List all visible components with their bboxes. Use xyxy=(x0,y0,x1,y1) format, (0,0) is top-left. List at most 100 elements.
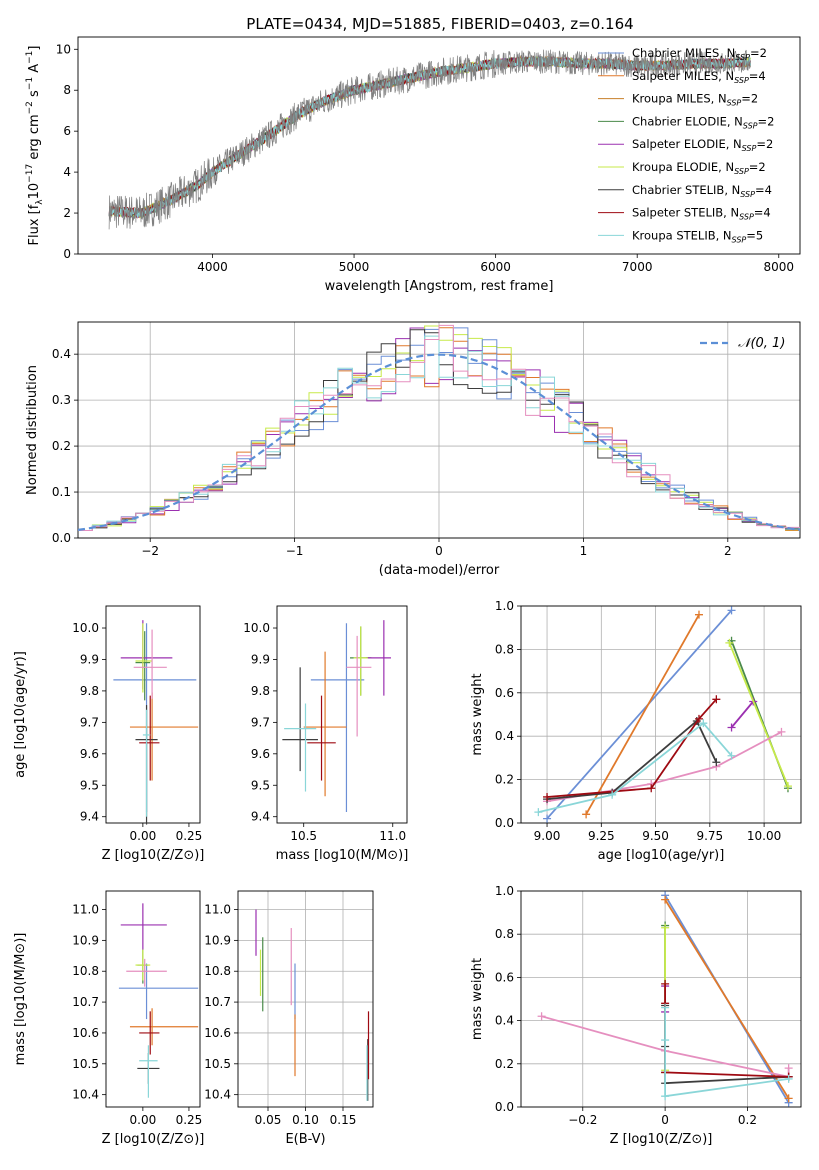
weight-marker xyxy=(783,782,792,791)
y-axis-label: mass weight xyxy=(470,673,485,755)
histogram-area xyxy=(78,324,800,531)
weight-marker xyxy=(582,810,591,819)
legend-label: Salpeter MILES, NSSP=4 xyxy=(632,69,766,85)
x-tick-label: 9.00 xyxy=(534,829,561,843)
x-tick-label: 0.2 xyxy=(738,1113,757,1127)
weight-marker xyxy=(647,784,656,793)
y-tick-label: 0.8 xyxy=(495,927,514,941)
x-tick-label: −1 xyxy=(286,544,304,558)
age-vs-Z-panel: 0.00 0.25 9.4 9.5 9.6 9.7 9.8 9.9 10.0 Z [log10(Z… xyxy=(13,605,205,863)
y-axis-label: mass [log10(M/M⊙)] xyxy=(13,933,28,1066)
weight-line xyxy=(546,719,718,800)
x-tick-label: 5000 xyxy=(339,260,370,274)
y-tick-label: 1.0 xyxy=(495,884,514,898)
y-tick-label: 10.0 xyxy=(72,621,99,635)
y-tick-label: 0.2 xyxy=(495,773,514,787)
y-tick-label: 9.4 xyxy=(80,810,99,824)
weight-marker xyxy=(712,758,721,767)
x-tick-label: 0.00 xyxy=(130,829,157,843)
axes-frame xyxy=(237,890,374,1108)
y-tick-label: 0.0 xyxy=(495,1100,514,1114)
weight-line xyxy=(664,1007,789,1098)
weight-marker xyxy=(661,1003,670,1012)
legend-label: Salpeter STELIB, NSSP=4 xyxy=(632,206,771,222)
weight-marker xyxy=(784,1064,793,1073)
weight-marker xyxy=(543,792,552,801)
weight-marker xyxy=(725,638,734,647)
weight-marker xyxy=(727,606,736,615)
y-tick-label: 10.5 xyxy=(72,1057,99,1071)
weight-marker xyxy=(727,751,736,760)
y-tick-label: 0 xyxy=(63,247,71,261)
y-tick-label: 0.1 xyxy=(52,485,71,499)
axes-frame xyxy=(105,605,201,824)
y-axis-label: age [log10(age/yr)] xyxy=(13,651,28,778)
y-tick-label: 10.4 xyxy=(204,1088,231,1102)
spectrum-panel: 4000 5000 6000 7000 8000 0 2 4 6 8 10 wavelength [A… xyxy=(25,36,801,294)
weight-vs-age-panel: 9.00 9.25 9.50 9.75 10.00 0.0 0.2 0.4 0.6 0.8 1.0 a… xyxy=(470,599,802,863)
x-axis-label: (data-model)/error xyxy=(379,563,500,578)
x-tick-label: 6000 xyxy=(480,260,511,274)
x-tick-label: 4000 xyxy=(197,260,228,274)
axes-frame xyxy=(520,605,802,824)
weight-marker xyxy=(699,719,708,728)
y-tick-label: 9.4 xyxy=(251,810,270,824)
y-tick-label: 10.8 xyxy=(204,964,231,978)
x-axis-label: E(B-V) xyxy=(285,1132,325,1147)
axes-frame xyxy=(77,36,801,255)
x-tick-label: 8000 xyxy=(763,260,794,274)
legend-label: Chabrier MILES, NSSP=2 xyxy=(632,46,767,62)
x-tick-label: 0.25 xyxy=(176,829,203,843)
axes-frame xyxy=(105,890,201,1108)
x-axis-label: Z [log10(Z/Z⊙)] xyxy=(102,848,205,863)
weight-line xyxy=(728,642,789,787)
y-tick-label: 6 xyxy=(63,124,71,138)
x-tick-label: 9.75 xyxy=(696,829,723,843)
y-tick-label: 10.7 xyxy=(204,995,231,1009)
x-axis-label: Z [log10(Z/Z⊙)] xyxy=(610,1132,713,1147)
y-tick-label: 10.0 xyxy=(243,621,270,635)
x-axis-label: wavelength [Angstrom, rest frame] xyxy=(325,279,554,294)
age-vs-mass-panel: 10.5 11.0 9.4 9.5 9.6 9.7 9.8 9.9 10.0 mass [log1… xyxy=(243,605,408,863)
weight-marker xyxy=(784,1094,793,1103)
y-tick-label: 10.9 xyxy=(204,933,231,947)
y-tick-label: 10.6 xyxy=(204,1026,231,1040)
y-tick-label: 0.2 xyxy=(495,1057,514,1071)
weight-line xyxy=(585,614,700,815)
x-tick-label: 9.25 xyxy=(588,829,615,843)
y-tick-label: 9.6 xyxy=(251,747,270,761)
weight-vs-Z-panel: −0.2 0 0.2 0.0 0.2 0.4 0.6 0.8 1.0 Z [log10(Z/Z⊙)… xyxy=(470,884,802,1147)
x-tick-label: 7000 xyxy=(622,260,653,274)
x-tick-label: 0.25 xyxy=(176,1113,203,1127)
legend-label: 𝒩(0, 1) xyxy=(738,336,785,351)
y-tick-label: 10.4 xyxy=(72,1088,99,1102)
y-tick-label: 9.5 xyxy=(80,778,99,792)
weight-marker xyxy=(661,923,670,932)
y-tick-label: 11.0 xyxy=(72,903,99,917)
weight-line xyxy=(546,609,733,820)
y-tick-label: 11.0 xyxy=(204,903,231,917)
y-tick-label: 10 xyxy=(56,42,71,56)
y-tick-label: 9.7 xyxy=(251,715,270,729)
y-tick-label: 0.3 xyxy=(52,393,71,407)
weight-line xyxy=(541,1015,790,1078)
histogram-series xyxy=(78,324,800,531)
y-tick-label: 9.9 xyxy=(251,652,270,666)
gaussian-curve xyxy=(78,353,800,531)
y-tick-label: 9.5 xyxy=(251,778,270,792)
y-tick-label: 8 xyxy=(63,83,71,97)
x-tick-label: 0.10 xyxy=(292,1113,319,1127)
weight-line xyxy=(538,721,733,813)
weight-marker xyxy=(534,808,543,817)
data-line xyxy=(108,49,751,230)
weight-line xyxy=(730,700,754,729)
weight-marker xyxy=(661,1092,670,1101)
x-tick-label: 0 xyxy=(661,1113,669,1127)
x-tick-label: −2 xyxy=(141,544,159,558)
y-tick-label: 0.0 xyxy=(495,816,514,830)
x-tick-label: 0.15 xyxy=(330,1113,357,1127)
y-tick-label: 9.6 xyxy=(80,747,99,761)
x-tick-label: 0.00 xyxy=(130,1113,157,1127)
y-tick-label: 10.7 xyxy=(72,995,99,1009)
